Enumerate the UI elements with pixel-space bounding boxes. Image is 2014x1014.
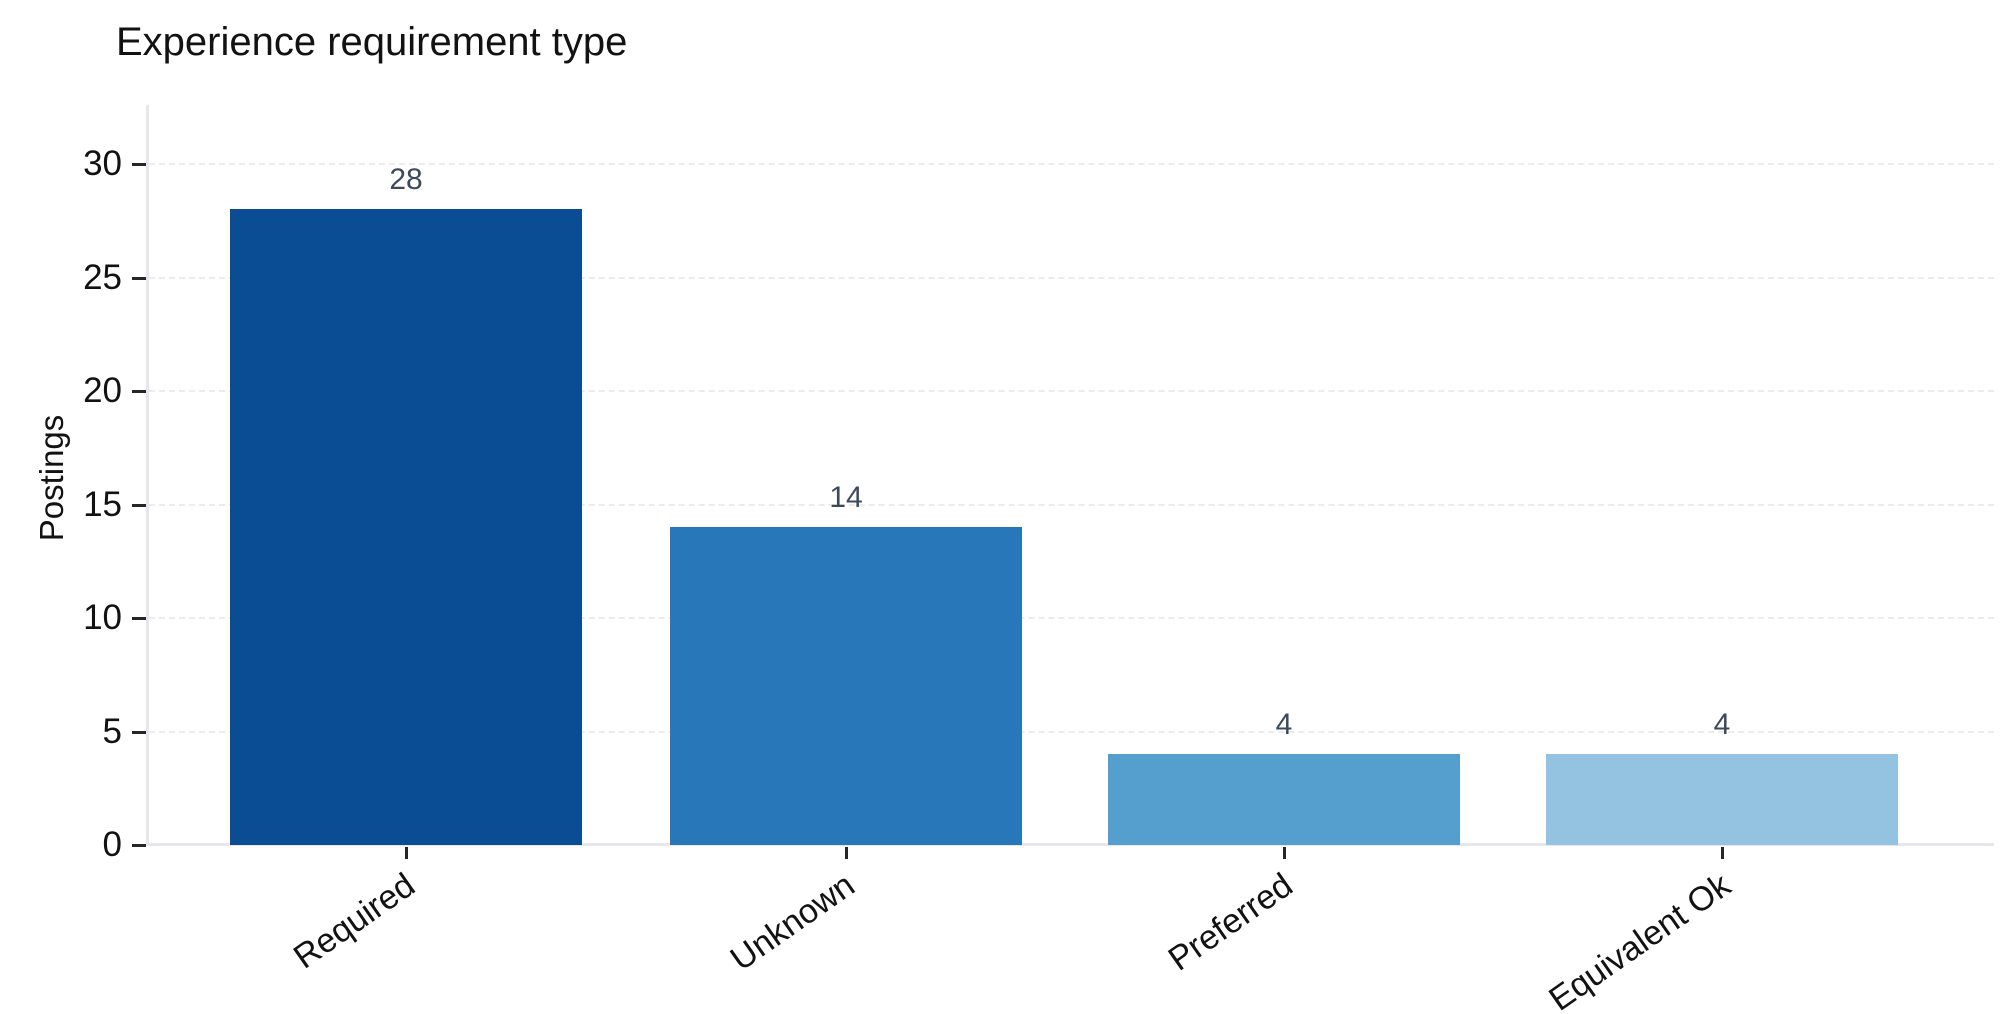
bar-value-label-required: 28 — [389, 163, 423, 197]
gridline-25 — [149, 276, 1994, 279]
x-tick-label-preferred: Preferred — [1161, 866, 1300, 979]
y-tick-mark-25 — [132, 276, 146, 280]
x-tick-mark-equivalent-ok — [1720, 847, 1724, 859]
gridline-20 — [149, 390, 1994, 392]
y-axis-line — [146, 105, 149, 846]
y-tick-mark-0 — [132, 844, 146, 847]
x-tick-label-equivalent-ok: Equivalent Ok — [1542, 866, 1738, 1014]
gridline-5 — [149, 730, 1994, 733]
bar-value-label-equivalent-ok: 4 — [1713, 708, 1731, 742]
bar-unknown[interactable] — [670, 527, 1022, 845]
bar-equivalent-ok[interactable] — [1546, 754, 1898, 845]
y-tick-label-0: 0 — [102, 825, 122, 864]
chart-title: Experience requirement type — [116, 20, 628, 64]
bar-required[interactable] — [230, 209, 582, 845]
y-tick-mark-30 — [132, 163, 146, 166]
y-tick-label-5: 5 — [102, 711, 122, 751]
x-tick-mark-unknown — [844, 847, 848, 859]
y-tick-label-10: 10 — [83, 598, 122, 637]
x-axis-line — [146, 843, 1994, 846]
x-tick-label-required: Required — [286, 866, 422, 977]
x-tick-mark-required — [404, 847, 408, 859]
gridline-30 — [149, 163, 1994, 165]
y-tick-label-15: 15 — [83, 484, 122, 524]
bar-value-label-preferred: 4 — [1275, 708, 1293, 742]
gridline-15 — [149, 503, 1994, 506]
y-tick-mark-10 — [132, 617, 146, 620]
x-tick-mark-preferred — [1282, 847, 1286, 859]
y-tick-mark-5 — [132, 730, 146, 734]
bar-preferred[interactable] — [1108, 754, 1460, 845]
x-tick-label-unknown: Unknown — [723, 866, 862, 979]
y-tick-label-30: 30 — [83, 144, 122, 183]
bar-value-label-unknown: 14 — [829, 481, 863, 515]
y-tick-label-20: 20 — [83, 371, 122, 410]
y-tick-label-25: 25 — [83, 257, 122, 297]
gridline-10 — [149, 617, 1994, 619]
y-tick-mark-20 — [132, 390, 146, 393]
y-tick-mark-15 — [132, 503, 146, 507]
